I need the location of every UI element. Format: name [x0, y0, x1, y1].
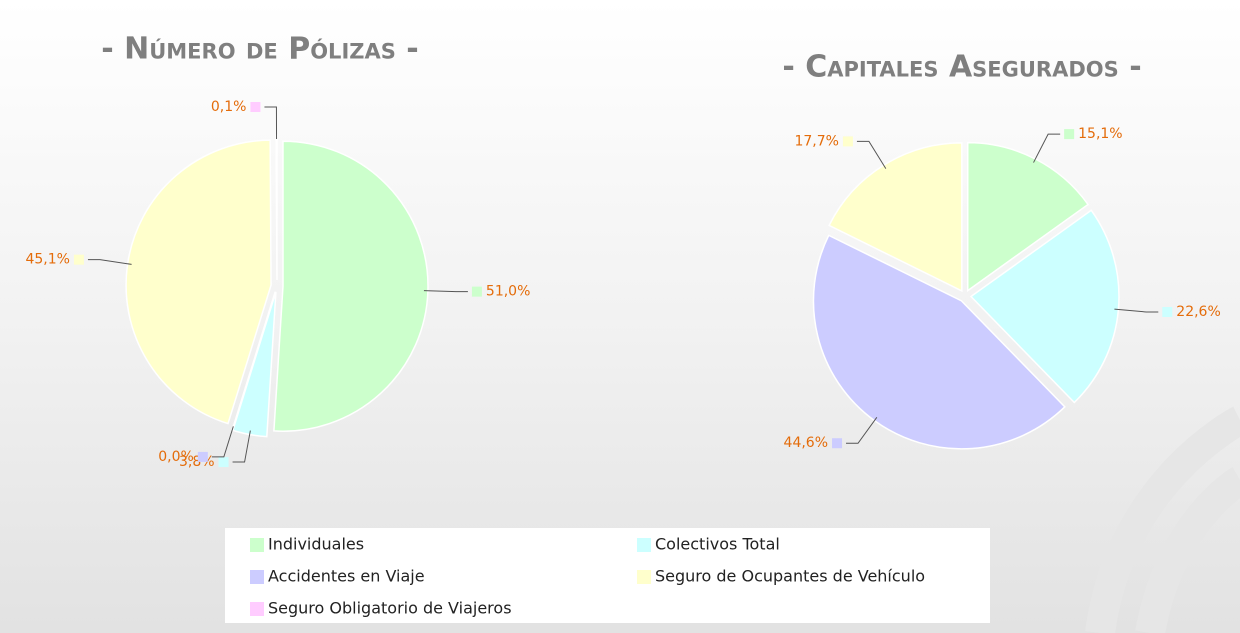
value-label: 0,0% [158, 449, 194, 465]
value-label: 45,1% [25, 252, 69, 268]
label-swatch [1162, 306, 1173, 317]
legend-label: Seguro de Ocupantes de Vehículo [655, 567, 925, 586]
label-swatch [73, 254, 84, 265]
legend-label: Colectivos Total [655, 535, 780, 554]
leader-line [87, 259, 132, 265]
value-label: 51,0% [486, 284, 530, 300]
label-swatch [842, 136, 853, 147]
pie-slice [275, 134, 278, 281]
value-label: 22,6% [1176, 304, 1220, 320]
legend-swatch [637, 570, 651, 584]
label-swatch [197, 451, 208, 462]
chart-title: - Capitales Asegurados - [782, 50, 1141, 85]
leader-line [1033, 133, 1061, 163]
label-swatch [250, 102, 261, 113]
decoration [1085, 406, 1240, 633]
leader-line [423, 290, 468, 293]
value-label: 17,7% [794, 133, 838, 149]
legend-swatch [250, 570, 264, 584]
leader-line [264, 106, 278, 140]
leader-line [211, 426, 234, 458]
legend-label: Accidentes en Viaje [268, 567, 425, 586]
leader-line [232, 430, 251, 463]
legend-label: Individuales [268, 535, 364, 554]
label-swatch [1064, 129, 1075, 140]
leader-line [1114, 308, 1159, 313]
value-label: 44,6% [784, 435, 828, 451]
legend [225, 528, 990, 623]
leader-line [846, 417, 878, 444]
leader-line [856, 140, 887, 169]
legend-swatch [637, 538, 651, 552]
label-swatch [471, 286, 482, 297]
legend-swatch [250, 602, 264, 616]
label-swatch [832, 438, 843, 449]
legend-label: Seguro Obligatorio de Viajeros [268, 599, 512, 618]
chart-title: - Número de Pólizas - [101, 32, 419, 67]
value-label: 0,1% [211, 99, 247, 115]
value-label: 15,1% [1078, 126, 1122, 142]
legend-swatch [250, 538, 264, 552]
label-swatch [218, 457, 229, 468]
